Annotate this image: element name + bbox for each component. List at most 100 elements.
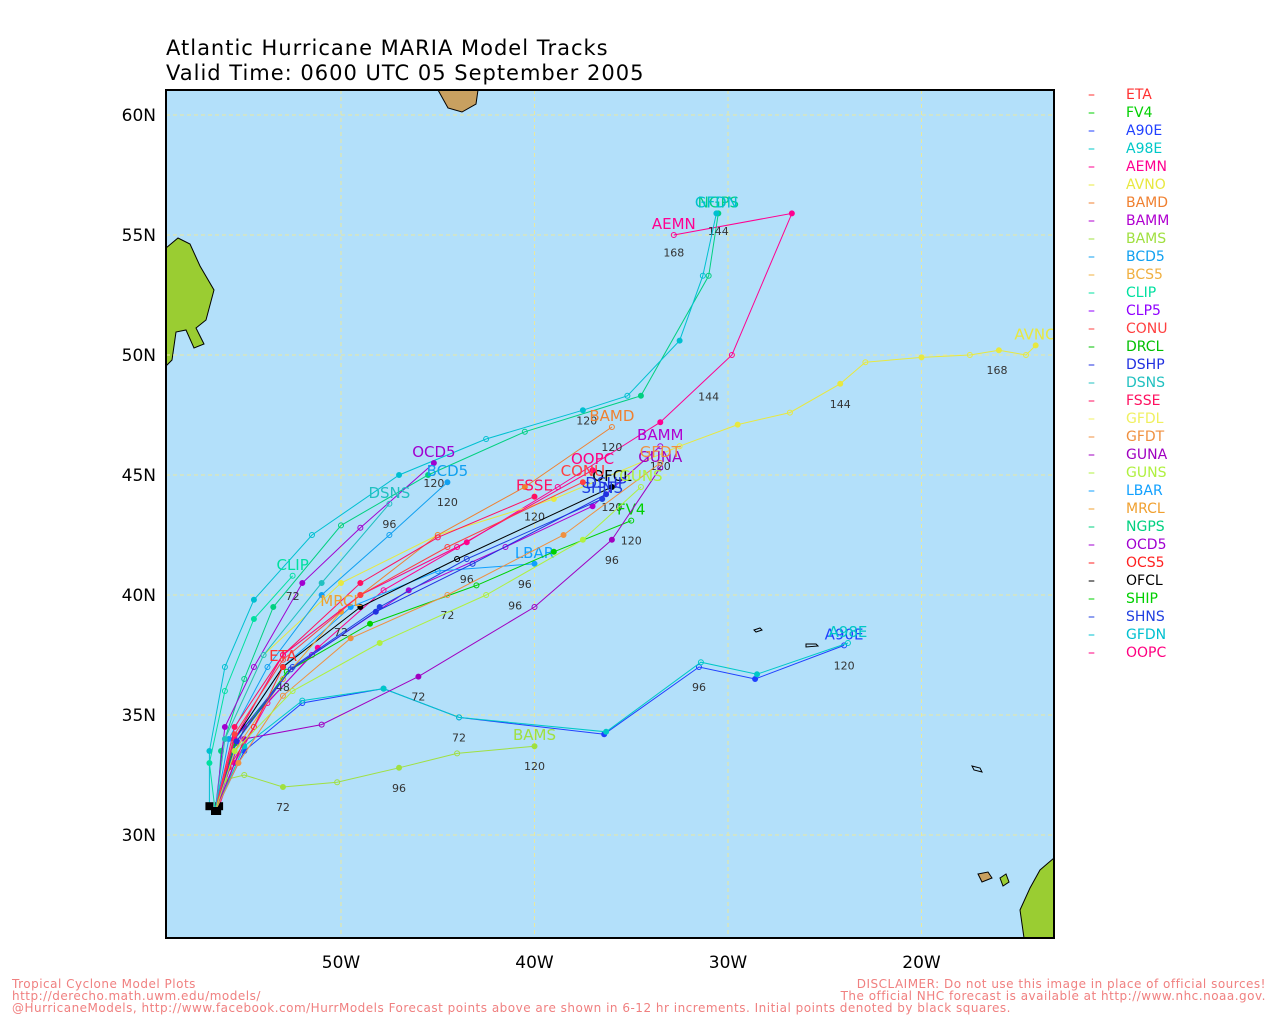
legend-item-fsse: – FSSE	[1088, 392, 1278, 410]
legend-item-bcs5: – BCS5	[1088, 266, 1278, 284]
lon-tick-label: 40W	[515, 953, 554, 973]
hour-mark: 72	[276, 801, 290, 814]
legend-swatch: –	[1088, 249, 1095, 265]
track-point	[502, 544, 509, 550]
track-point	[697, 659, 704, 666]
track-guna[interactable]: GUNA 72 96	[211, 448, 683, 815]
track-point	[531, 604, 538, 610]
legend-swatch: –	[1088, 519, 1095, 535]
hour-mark: 96	[605, 554, 619, 567]
track-point	[318, 580, 325, 586]
legend-swatch: –	[1088, 645, 1095, 661]
legend-swatch: –	[1088, 411, 1095, 427]
hour-mark: 120	[423, 477, 444, 490]
track-label: AVNO	[1014, 325, 1057, 343]
track-label: GFDT	[640, 443, 682, 461]
legend-item-gfdt: – GFDT	[1088, 428, 1278, 446]
legend-item-bamd: – BAMD	[1088, 194, 1278, 212]
hour-mark: 48	[276, 681, 290, 694]
legend-swatch: –	[1088, 177, 1095, 193]
disclaimer-line-2[interactable]: The official NHC forecast is available a…	[840, 989, 1266, 1003]
track-point	[347, 604, 354, 610]
footer-line-2[interactable]: http://derecho.math.uwm.edu/models/	[12, 989, 261, 1003]
legend-swatch: –	[1088, 303, 1095, 319]
legend-swatch: –	[1088, 159, 1095, 175]
track-clip[interactable]: CLIP 72	[206, 556, 309, 815]
legend-swatch: –	[1088, 537, 1095, 553]
track-aemn[interactable]: AEMN 144 168	[215, 210, 795, 811]
track-point	[483, 592, 490, 598]
legend-label: GFDL	[1126, 411, 1164, 427]
hour-mark: 168	[663, 247, 684, 260]
track-point	[308, 532, 315, 538]
track-point	[264, 664, 271, 670]
legend-item-clp5: – CLP5	[1088, 302, 1278, 320]
track-dsns[interactable]: DSNS 96	[211, 484, 410, 815]
map-frame	[165, 89, 1055, 939]
track-point	[396, 764, 403, 771]
track-point	[338, 580, 344, 586]
track-ngps[interactable]: NGPS 144	[213, 193, 739, 815]
lon-tick-label: 20W	[902, 953, 941, 973]
track-point	[221, 688, 228, 694]
track-point	[279, 692, 286, 699]
track-gfdn[interactable]: GFDN 120	[205, 193, 738, 811]
track-point	[289, 572, 296, 579]
legend-label: OCD5	[1126, 537, 1167, 553]
track-point	[231, 731, 238, 738]
track-avno[interactable]: AVNO 144 168	[211, 325, 1057, 815]
legend-label: A90E	[1126, 123, 1163, 139]
track-line	[214, 481, 584, 812]
track-fsse[interactable]: FSSE 120	[211, 477, 553, 815]
legend-label: DSHP	[1126, 357, 1165, 373]
track-point	[1022, 352, 1029, 358]
track-point	[521, 484, 528, 490]
track-label: BCD5	[427, 462, 469, 480]
track-point	[241, 772, 248, 778]
track-line	[214, 503, 390, 812]
track-point	[699, 272, 706, 279]
legend-item-bcd5: – BCD5	[1088, 248, 1278, 266]
track-point	[531, 493, 538, 500]
footer-line-3[interactable]: @HurricaneModels, http://www.facebook.co…	[12, 1001, 1011, 1015]
legend-swatch: –	[1088, 213, 1095, 229]
track-point	[657, 460, 664, 466]
legend-label: OCS5	[1126, 555, 1165, 571]
track-point	[425, 472, 432, 478]
lat-tick-label: 40N	[122, 586, 156, 606]
track-label: A98E	[829, 623, 868, 641]
track-point	[670, 232, 677, 238]
hour-mark: 96	[692, 681, 706, 694]
hour-mark: 120	[601, 501, 622, 514]
track-label: LBAR	[515, 544, 554, 562]
track-point	[608, 536, 615, 543]
initial-point	[215, 802, 224, 811]
track-point	[260, 652, 267, 658]
legend-item-bamm: – BAMM	[1088, 212, 1278, 230]
track-line	[214, 481, 448, 812]
track-point	[250, 664, 257, 670]
track-ocd5[interactable]: OCD5 120	[211, 443, 456, 815]
track-point	[347, 635, 354, 642]
track-gfdt[interactable]: GFDT 72	[211, 443, 682, 815]
track-point	[270, 604, 277, 610]
hour-mark: 96	[392, 782, 406, 795]
hour-mark: 120	[576, 415, 597, 428]
track-point	[357, 524, 364, 531]
legend-label: FV4	[1126, 105, 1153, 121]
track-conu[interactable]: CONU	[211, 462, 605, 815]
track-label: MRCL	[320, 592, 362, 610]
track-point	[250, 724, 257, 730]
track-point	[862, 359, 869, 366]
track-point	[734, 421, 741, 428]
track-point	[728, 352, 735, 358]
track-point	[386, 500, 393, 507]
legend-item-shns: – SHNS	[1088, 608, 1278, 626]
track-point	[386, 532, 393, 538]
track-point	[279, 676, 286, 682]
legend-item-avno: – AVNO	[1088, 176, 1278, 194]
legend-item-clip: – CLIP	[1088, 284, 1278, 302]
track-point	[531, 743, 538, 750]
track-point	[603, 728, 610, 735]
